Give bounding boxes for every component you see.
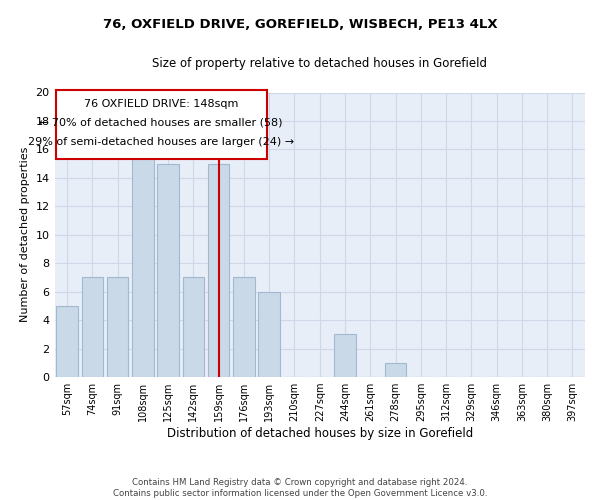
Bar — [132, 135, 154, 377]
Bar — [107, 278, 128, 377]
Bar — [259, 292, 280, 377]
Text: 76 OXFIELD DRIVE: 148sqm: 76 OXFIELD DRIVE: 148sqm — [84, 99, 238, 109]
FancyBboxPatch shape — [56, 90, 267, 160]
Bar — [157, 164, 179, 377]
Text: 29% of semi-detached houses are larger (24) →: 29% of semi-detached houses are larger (… — [28, 138, 295, 147]
Text: 76, OXFIELD DRIVE, GOREFIELD, WISBECH, PE13 4LX: 76, OXFIELD DRIVE, GOREFIELD, WISBECH, P… — [103, 18, 497, 30]
Bar — [82, 278, 103, 377]
Bar — [233, 278, 255, 377]
Bar — [183, 278, 204, 377]
Title: Size of property relative to detached houses in Gorefield: Size of property relative to detached ho… — [152, 58, 487, 70]
Bar — [334, 334, 356, 377]
Text: Contains HM Land Registry data © Crown copyright and database right 2024.
Contai: Contains HM Land Registry data © Crown c… — [113, 478, 487, 498]
Bar — [56, 306, 78, 377]
X-axis label: Distribution of detached houses by size in Gorefield: Distribution of detached houses by size … — [167, 427, 473, 440]
Text: ← 70% of detached houses are smaller (58): ← 70% of detached houses are smaller (58… — [40, 118, 283, 128]
Y-axis label: Number of detached properties: Number of detached properties — [20, 147, 30, 322]
Bar — [208, 164, 229, 377]
Bar — [385, 363, 406, 377]
